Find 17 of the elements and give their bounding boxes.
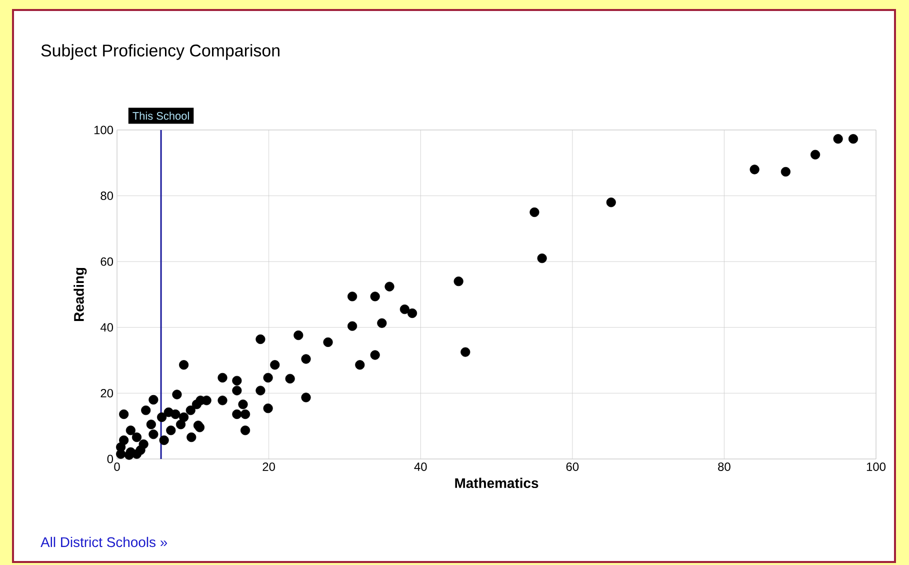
y-tick-label: 60 (100, 257, 114, 266)
text: All District Schools » (40, 536, 168, 548)
y-axis-title: Reading (74, 268, 87, 322)
y-tick-label: 0 (107, 454, 114, 464)
x-axis-title: Mathematics (455, 478, 538, 488)
y-tick-label: 40 (100, 323, 114, 332)
x-tick-label: 80 (718, 462, 730, 471)
chart-title: Subject Proficiency Comparison (41, 44, 280, 60)
x-tick-label: 60 (566, 462, 579, 471)
x-tick-label: 0 (114, 462, 120, 471)
y-tick-label: 100 (94, 126, 114, 134)
x-tick-label: 40 (414, 462, 427, 471)
ref-line-label: This School (132, 112, 189, 120)
x-tick-label: 100 (866, 462, 886, 471)
y-tick-label: 80 (100, 192, 114, 200)
y-tick-label: 20 (100, 388, 114, 398)
x-tick-label: 20 (262, 462, 275, 471)
